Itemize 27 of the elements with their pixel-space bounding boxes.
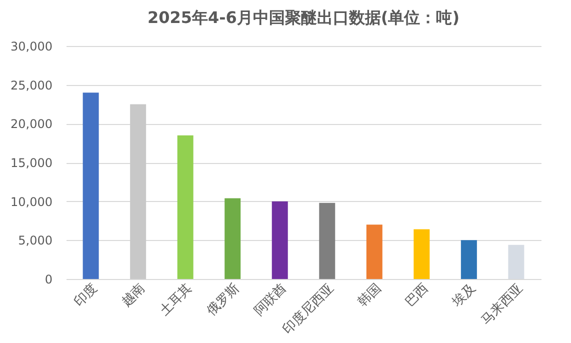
y-tick-label: 25,000 xyxy=(10,78,52,92)
y-tick-label: 5,000 xyxy=(18,234,52,248)
bar xyxy=(508,244,524,279)
bar xyxy=(224,198,241,279)
x-tick-label: 韩国 xyxy=(355,280,384,310)
x-tick-label: 马来西亚 xyxy=(478,280,526,328)
bar xyxy=(272,201,288,279)
bar xyxy=(366,224,382,279)
x-tick-label: 越南 xyxy=(118,280,148,310)
bar xyxy=(177,135,194,279)
bar xyxy=(319,202,336,279)
y-tick-label: 20,000 xyxy=(10,117,52,132)
bar xyxy=(414,229,430,279)
bar xyxy=(460,240,477,279)
x-tick-label: 巴西 xyxy=(402,280,432,310)
y-tick-label: 30,000 xyxy=(10,40,52,54)
bar xyxy=(82,92,99,279)
chart-title: 2025年4-6月中国聚醚出口数据(单位：吨) xyxy=(147,8,460,27)
x-tick-label: 印度 xyxy=(71,280,101,310)
y-tick-label: 10,000 xyxy=(10,194,52,209)
y-tick-label: 0 xyxy=(44,272,52,286)
x-tick-label: 土耳其 xyxy=(157,280,196,319)
x-tick-label: 俄罗斯 xyxy=(204,280,243,319)
x-tick-label: 埃及 xyxy=(449,280,479,310)
y-tick-label: 15,000 xyxy=(10,156,52,170)
x-tick-label: 阿联酋 xyxy=(252,280,290,319)
bar xyxy=(130,104,146,279)
